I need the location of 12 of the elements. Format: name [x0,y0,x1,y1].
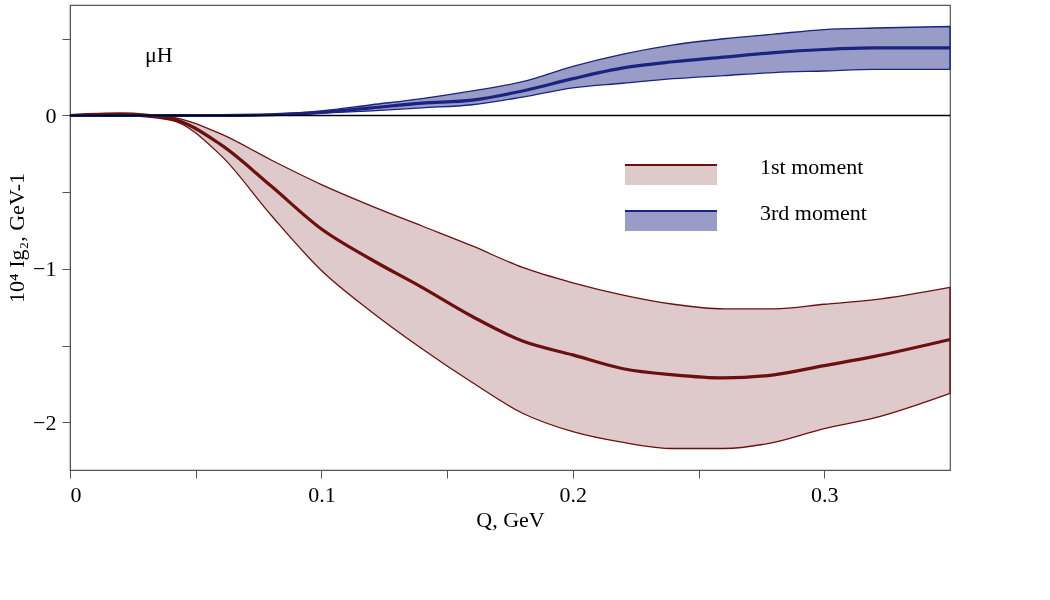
x-tick-label: 0.1 [308,481,336,507]
legend-label: 1st moment [760,154,864,179]
annotation: μH [145,42,173,67]
y-tick-label: −1 [33,256,57,282]
y-axis-title: 10⁴ Ig₂, GeV-1 [4,172,30,304]
x-axis-title: Q, GeV [476,506,545,532]
x-tick-label: 0.2 [559,481,588,507]
y-tick-label: −2 [33,409,57,435]
y-tick-label: 0 [45,103,57,128]
x-tick-label: 0 [70,481,82,507]
x-tick-label: 0.3 [811,481,839,507]
legend-label: 3rd moment [760,200,867,225]
